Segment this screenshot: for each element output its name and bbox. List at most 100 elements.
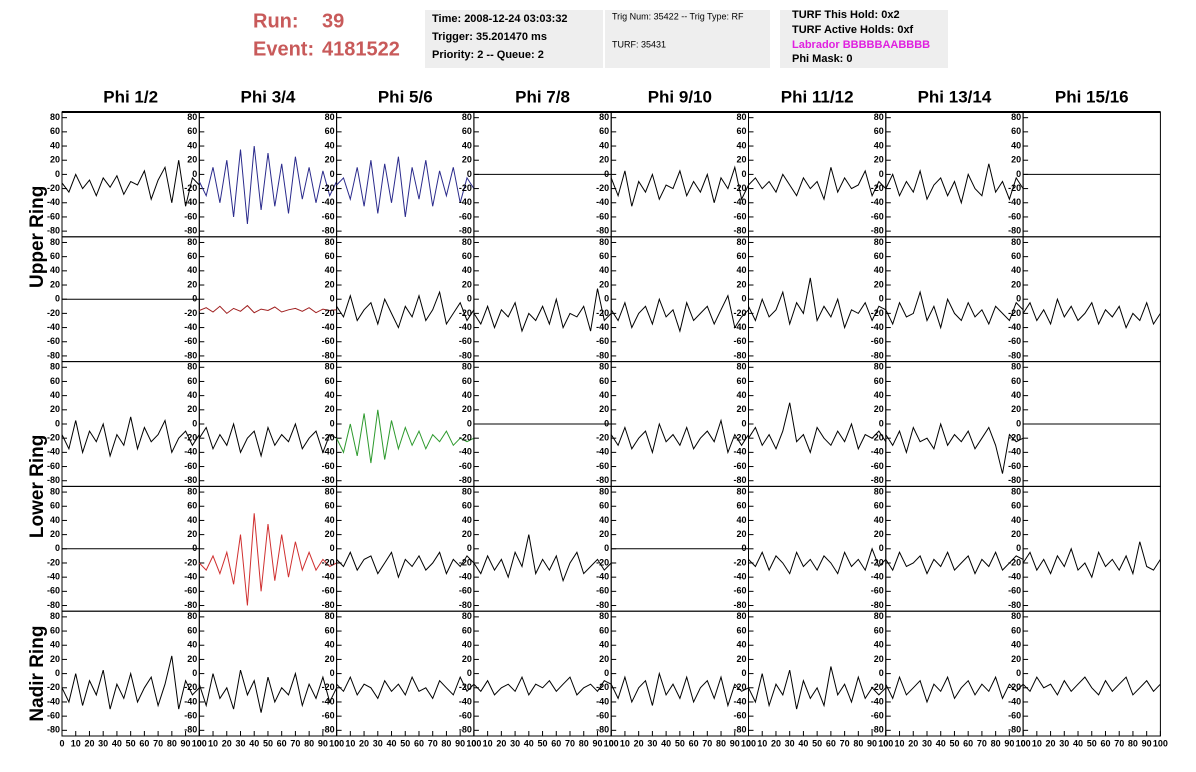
y-tick-label: -40 bbox=[459, 197, 472, 207]
y-tick-label: -40 bbox=[47, 322, 60, 332]
y-tick-label: 60 bbox=[325, 625, 335, 635]
y-tick-label: 20 bbox=[187, 155, 197, 165]
y-tick-label: -40 bbox=[47, 696, 60, 706]
y-tick-label: -80 bbox=[596, 475, 609, 485]
y-tick-label: 0 bbox=[1016, 543, 1021, 553]
y-tick-label: -80 bbox=[184, 226, 197, 236]
y-tick-label: 0 bbox=[1016, 418, 1021, 428]
y-tick-label: -60 bbox=[871, 586, 884, 596]
y-tick-label: -20 bbox=[47, 433, 60, 443]
y-tick-label: -60 bbox=[184, 461, 197, 471]
y-tick-label: -80 bbox=[1008, 475, 1021, 485]
y-tick-label: 20 bbox=[50, 279, 60, 289]
y-tick-label: 80 bbox=[1011, 112, 1021, 122]
x-tick-label: 40 bbox=[798, 738, 808, 748]
y-tick-label: 0 bbox=[604, 543, 609, 553]
y-tick-label: 20 bbox=[187, 529, 197, 539]
y-tick-label: 40 bbox=[874, 390, 884, 400]
y-tick-label: 0 bbox=[55, 543, 60, 553]
y-tick-label: -40 bbox=[322, 447, 335, 457]
x-tick-label: 50 bbox=[675, 738, 685, 748]
y-tick-label: 20 bbox=[599, 279, 609, 289]
y-tick-label: -60 bbox=[322, 711, 335, 721]
y-tick-label: -60 bbox=[871, 711, 884, 721]
y-tick-label: 80 bbox=[874, 237, 884, 247]
y-tick-label: 40 bbox=[325, 140, 335, 150]
y-tick-label: -80 bbox=[459, 226, 472, 236]
y-tick-label: -80 bbox=[184, 350, 197, 360]
x-tick-label: 30 bbox=[98, 738, 108, 748]
y-tick-label: 0 bbox=[604, 169, 609, 179]
y-tick-label: 40 bbox=[187, 390, 197, 400]
y-tick-label: 60 bbox=[50, 376, 60, 386]
x-tick-label: 70 bbox=[977, 738, 987, 748]
y-tick-label: 0 bbox=[55, 169, 60, 179]
y-tick-label: -80 bbox=[184, 725, 197, 735]
y-tick-label: 60 bbox=[462, 376, 472, 386]
y-tick-label: -20 bbox=[871, 433, 884, 443]
y-tick-label: -20 bbox=[184, 433, 197, 443]
y-tick-label: -20 bbox=[596, 308, 609, 318]
y-tick-label: 0 bbox=[1016, 668, 1021, 678]
y-tick-label: -80 bbox=[322, 350, 335, 360]
y-tick-label: 0 bbox=[330, 294, 335, 304]
x-tick-label: 0 bbox=[197, 738, 202, 748]
y-tick-label: -40 bbox=[733, 696, 746, 706]
y-tick-label: 0 bbox=[879, 418, 884, 428]
x-tick-label: 50 bbox=[263, 738, 273, 748]
y-tick-label: 80 bbox=[50, 112, 60, 122]
y-tick-label: 0 bbox=[741, 294, 746, 304]
y-tick-label: 40 bbox=[187, 265, 197, 275]
x-tick-label: 20 bbox=[908, 738, 918, 748]
y-tick-label: -80 bbox=[1008, 725, 1021, 735]
x-tick-label: 40 bbox=[1073, 738, 1083, 748]
y-tick-label: -80 bbox=[322, 475, 335, 485]
turf-box bbox=[780, 10, 948, 68]
x-tick-label: 70 bbox=[428, 738, 438, 748]
row-label: Lower Ring bbox=[27, 435, 48, 538]
y-tick-label: 80 bbox=[187, 112, 197, 122]
y-tick-label: 60 bbox=[736, 251, 746, 261]
waveform bbox=[198, 422, 337, 458]
waveform bbox=[885, 290, 1024, 330]
y-tick-label: 0 bbox=[192, 294, 197, 304]
y-tick-label: 20 bbox=[736, 529, 746, 539]
y-tick-label: -80 bbox=[733, 475, 746, 485]
y-tick-label: -60 bbox=[733, 711, 746, 721]
y-tick-label: 80 bbox=[325, 237, 335, 247]
y-tick-label: -60 bbox=[1008, 586, 1021, 596]
x-tick-label: 30 bbox=[785, 738, 795, 748]
y-tick-label: 40 bbox=[599, 390, 609, 400]
y-tick-label: 60 bbox=[187, 126, 197, 136]
waveform bbox=[198, 145, 338, 225]
y-tick-label: 20 bbox=[187, 654, 197, 664]
y-tick-label: -80 bbox=[322, 725, 335, 735]
y-tick-label: 20 bbox=[1011, 654, 1021, 664]
y-tick-label: -60 bbox=[596, 211, 609, 221]
y-tick-label: 20 bbox=[599, 654, 609, 664]
y-tick-label: 40 bbox=[599, 640, 609, 650]
y-tick-label: -80 bbox=[459, 600, 472, 610]
waveform bbox=[885, 675, 1024, 704]
y-tick-label: 80 bbox=[187, 362, 197, 372]
y-tick-label: -20 bbox=[459, 433, 472, 443]
y-tick-label: 80 bbox=[462, 486, 472, 496]
column-title: Phi 3/4 bbox=[241, 87, 296, 106]
y-tick-label: 0 bbox=[55, 668, 60, 678]
y-tick-label: 80 bbox=[599, 611, 609, 621]
x-tick-label: 100 bbox=[466, 738, 481, 748]
y-tick-label: 0 bbox=[604, 294, 609, 304]
y-tick-label: -60 bbox=[47, 211, 60, 221]
x-tick-label: 90 bbox=[455, 738, 465, 748]
y-tick-label: 40 bbox=[187, 140, 197, 150]
y-tick-label: -80 bbox=[47, 226, 60, 236]
column-title: Phi 13/14 bbox=[918, 87, 992, 106]
x-tick-label: 0 bbox=[746, 738, 751, 748]
y-tick-label: -40 bbox=[184, 447, 197, 457]
x-tick-label: 100 bbox=[329, 738, 344, 748]
x-tick-label: 70 bbox=[290, 738, 300, 748]
y-tick-label: -20 bbox=[871, 682, 884, 692]
y-tick-label: 80 bbox=[599, 486, 609, 496]
y-tick-label: 0 bbox=[192, 668, 197, 678]
y-tick-label: -80 bbox=[733, 600, 746, 610]
